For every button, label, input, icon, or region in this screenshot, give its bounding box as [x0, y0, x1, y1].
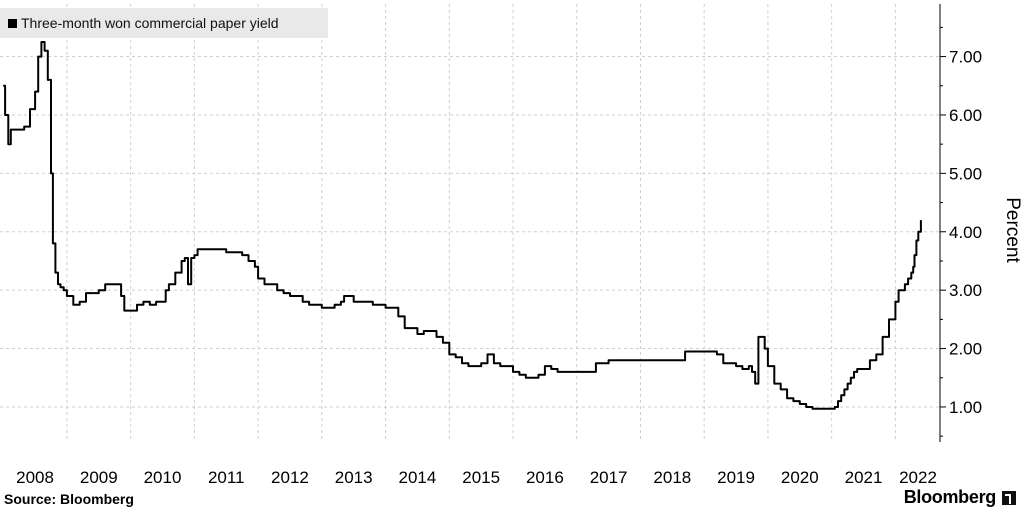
y-tick-label: 5.00	[949, 164, 982, 183]
x-tick-labels: 2008 2009 2010 2011 2012 2013 2014 2015 2016 2017…	[16, 468, 937, 487]
bloomberg-logo: Bloomberg	[904, 487, 1016, 508]
x-tick-label: 2011	[208, 468, 245, 487]
legend-label: Three-month won commercial paper yield	[21, 15, 279, 31]
y-tick-labels: 1.00 2.00 3.00 4.00 5.00 6.00 7.00	[949, 48, 982, 417]
gridlines	[0, 4, 940, 442]
brand-name: Bloomberg	[903, 487, 997, 507]
legend-swatch	[8, 18, 17, 28]
right-axis	[939, 4, 946, 442]
y-tick-label: 1.00	[949, 398, 982, 417]
y-tick-label: 3.00	[949, 281, 982, 300]
bloomberg-terminal-icon	[1002, 490, 1016, 505]
legend: Three-month won commercial paper yield	[0, 8, 328, 38]
y-tick-label: 6.00	[949, 106, 982, 125]
source-note: Source: Bloomberg	[4, 491, 134, 507]
x-tick-label: 2017	[590, 468, 628, 487]
x-tick-label: 2021	[845, 468, 883, 487]
y-axis-title-text: Percent	[1002, 197, 1023, 263]
x-tick-label: 2008	[16, 468, 54, 487]
x-tick-label: 2016	[526, 468, 564, 487]
x-tick-label: 2020	[781, 468, 819, 487]
y-tick-label: 4.00	[949, 223, 982, 242]
x-tick-label: 2013	[335, 468, 373, 487]
x-tick-label: 2009	[80, 468, 118, 487]
x-tick-label: 2022	[899, 468, 937, 487]
series-line-cp-yield	[3, 41, 922, 410]
y-tick-label: 7.00	[949, 48, 982, 67]
x-tick-label: 2019	[717, 468, 755, 487]
x-tick-label: 2015	[462, 468, 500, 487]
x-tick-label: 2010	[144, 468, 182, 487]
x-tick-label: 2012	[271, 468, 309, 487]
y-axis-title: Percent	[1000, 190, 1024, 270]
x-tick-label: 2018	[653, 468, 691, 487]
x-tick-label: 2014	[399, 468, 437, 487]
y-tick-label: 2.00	[949, 340, 982, 359]
